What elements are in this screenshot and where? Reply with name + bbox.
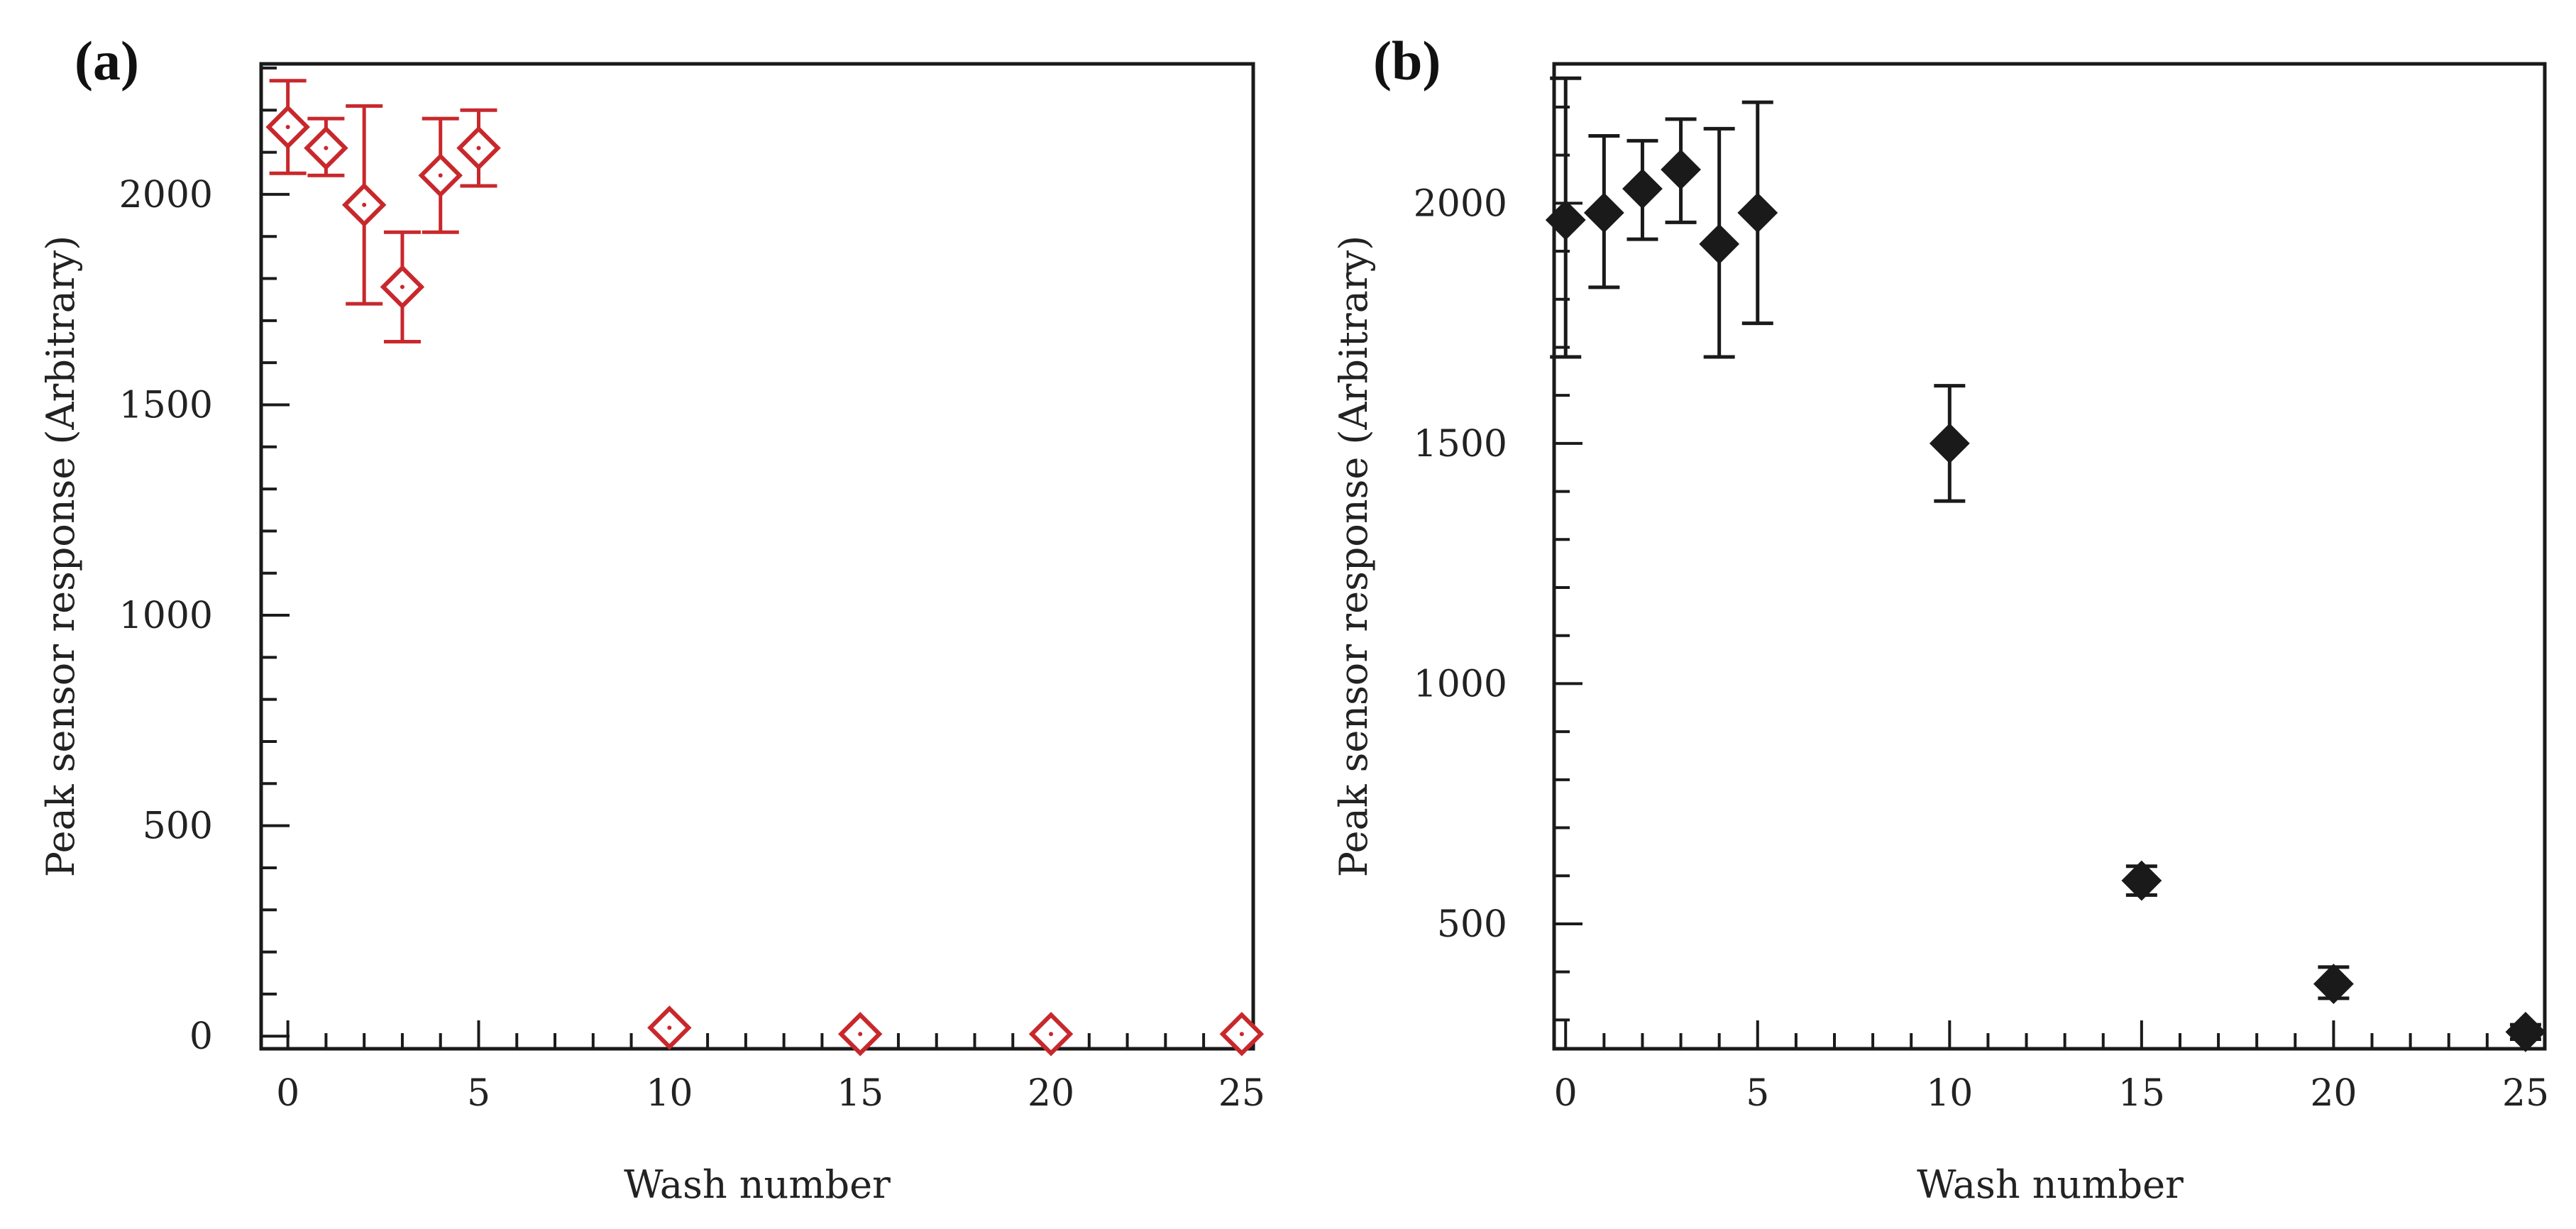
data-point	[2313, 964, 2354, 1005]
x-tick-label: 0	[1554, 1072, 1578, 1115]
x-tick-label: 10	[646, 1072, 693, 1115]
y-tick-label: 500	[143, 805, 213, 848]
x-tick-label: 5	[467, 1072, 490, 1115]
x-tick-label: 15	[837, 1072, 884, 1115]
y-tick-label: 1500	[1414, 423, 1507, 465]
y-tick-label: 1000	[1414, 663, 1507, 705]
data-point-center	[667, 1025, 672, 1030]
data-point-center	[362, 202, 367, 207]
data-marks-b	[1545, 76, 2546, 1052]
y-tick-label: 1000	[119, 595, 213, 637]
data-point	[1545, 199, 1586, 241]
data-point-center	[1239, 1032, 1244, 1037]
y-tick-label: 2000	[1414, 182, 1507, 225]
data-point	[1583, 192, 1624, 233]
data-point	[1929, 423, 1970, 464]
data-point-center	[400, 285, 404, 290]
axes-b: 500 1000 1500 2000 0 5 10 15 20 25	[1414, 105, 2549, 1115]
data-point-center	[858, 1032, 863, 1037]
data-point	[1699, 224, 1740, 265]
data-point-center	[324, 145, 329, 150]
chart-panel-b: (b) 500 1000 1500 2000 0 5 10 15 20 25 Wash numbe…	[1331, 30, 2549, 1207]
data-point	[2121, 860, 2162, 901]
x-axis-label-b: Wash number	[1917, 1162, 2184, 1207]
x-tick-label: 10	[1926, 1072, 1973, 1115]
x-tick-label: 15	[2118, 1072, 2165, 1115]
y-axis-label-a: Peak sensor response (Arbitrary)	[38, 236, 83, 878]
data-point-center	[285, 124, 290, 129]
axes-a: 0 500 1000 1500 2000 0 5 10 15 20 25	[119, 66, 1265, 1115]
data-point-center	[438, 173, 443, 178]
y-axis-label-b: Peak sensor response (Arbitrary)	[1331, 236, 1376, 878]
x-axis-label-a: Wash number	[624, 1162, 891, 1207]
panel-b-label: (b)	[1373, 30, 1441, 92]
plot-frame-b	[1552, 62, 2547, 1051]
data-point	[2505, 1011, 2546, 1052]
x-tick-label: 20	[1028, 1072, 1074, 1115]
y-tick-label: 2000	[119, 174, 213, 216]
data-point-center	[476, 145, 481, 150]
y-tick-label: 1500	[119, 384, 213, 426]
panel-a-label: (a)	[75, 30, 139, 92]
x-tick-label: 25	[1218, 1072, 1265, 1115]
data-point	[1661, 149, 1701, 190]
data-point-center	[1049, 1032, 1054, 1037]
plot-frame-a	[259, 62, 1255, 1051]
y-tick-label: 0	[189, 1015, 213, 1058]
x-tick-label: 0	[276, 1072, 299, 1115]
data-point	[1737, 192, 1778, 233]
chart-panel-a: (a) 0 500 1000 1500 2000 0 5 10 15 20 25 Wash numb…	[38, 30, 1265, 1207]
y-tick-label: 500	[1437, 903, 1507, 946]
x-tick-label: 25	[2502, 1072, 2549, 1115]
data-point	[1622, 168, 1663, 209]
x-tick-label: 20	[2310, 1072, 2357, 1115]
x-tick-label: 5	[1746, 1072, 1769, 1115]
data-marks-a	[265, 79, 1265, 1057]
